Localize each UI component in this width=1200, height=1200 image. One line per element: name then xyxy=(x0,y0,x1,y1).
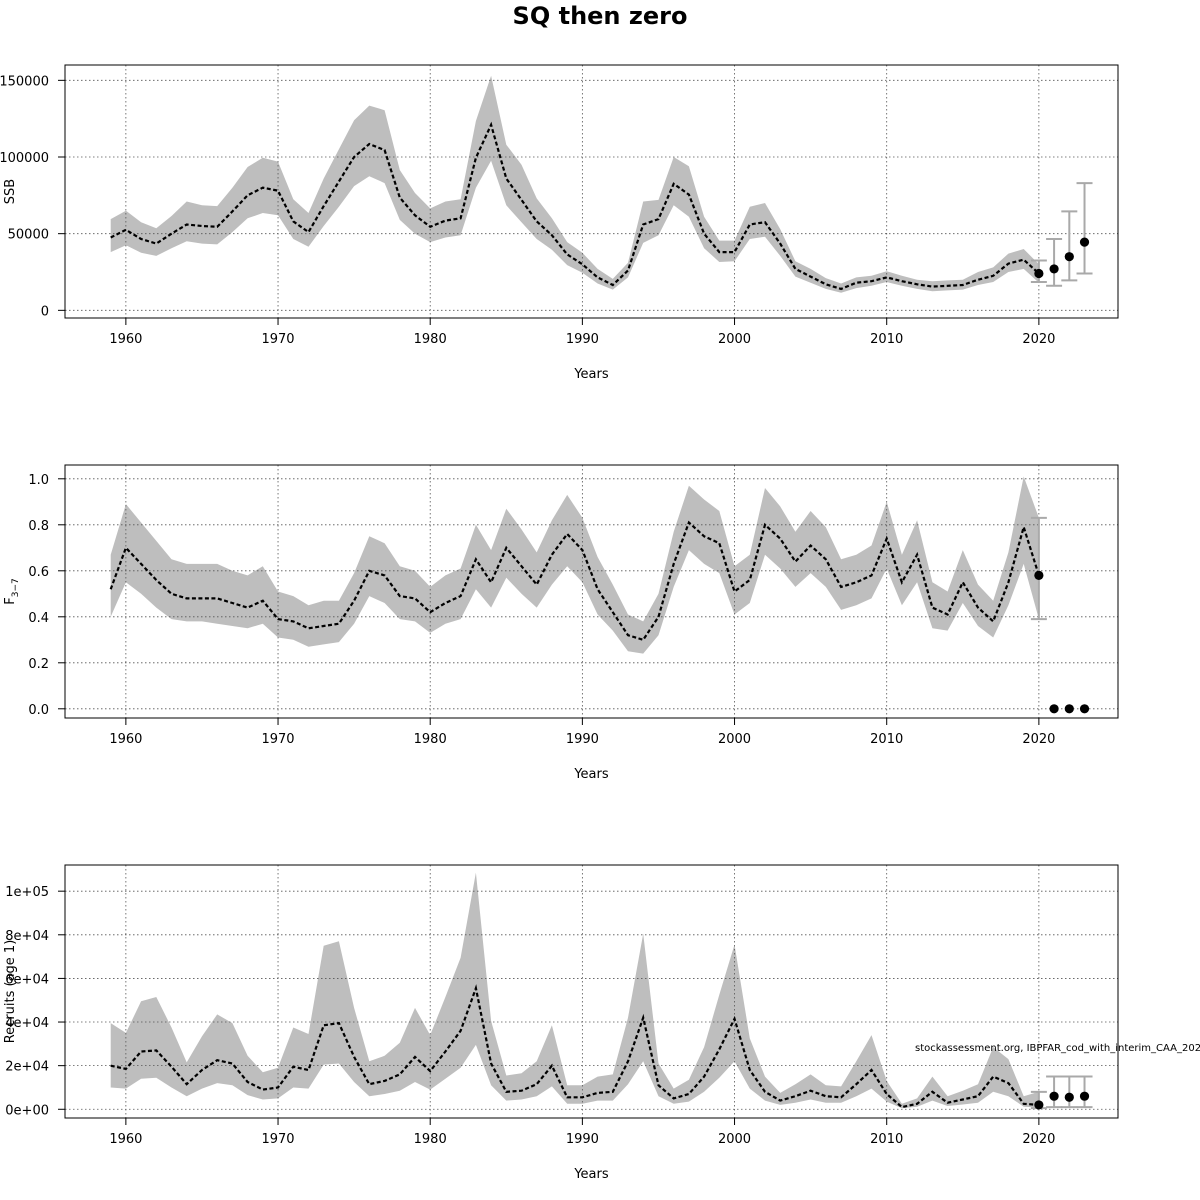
recruits-ytick-label: 8e+04 xyxy=(5,929,49,944)
recruits-projection-point-2021 xyxy=(1049,1091,1059,1101)
recruits-ytick-label: 2e+04 xyxy=(5,1060,49,1075)
recruits-panel: 1960 1970 1980 1990 2000 2010 2020 0e+00 2e+04 4e… xyxy=(3,864,1119,1182)
recruits-xtick-label: 1980 xyxy=(414,1132,447,1147)
ssb-projection-point-2022 xyxy=(1064,252,1074,262)
fbar-projection-point-2022 xyxy=(1064,704,1074,714)
fbar-panel: 1960 1970 1980 1990 2000 2010 2020 0.0 0.2 0.4 0.6… xyxy=(3,464,1119,782)
ssb-panel: 1960 1970 1980 1990 2000 2010 2020 0 50000 100000… xyxy=(0,64,1119,382)
fbar-ytick-label: 0.2 xyxy=(28,657,49,672)
recruits-y-axis-label: Recruits (age 1) xyxy=(3,940,18,1044)
recruits-projection-point-2023 xyxy=(1079,1091,1090,1101)
ssb-projection-point-2020 xyxy=(1034,268,1044,279)
fbar-xtick-label: 1990 xyxy=(566,732,599,747)
fbar-confidence-band xyxy=(110,476,1039,654)
fbar-xtick-label: 1960 xyxy=(109,732,142,747)
recruits-xtick-label: 2010 xyxy=(870,1132,903,1147)
fbar-estimate-line xyxy=(109,520,1040,642)
recruits-xtick-label: 2020 xyxy=(1022,1132,1055,1147)
fbar-xtick-label: 2000 xyxy=(718,732,751,747)
ssb-xtick-label: 1980 xyxy=(414,332,447,347)
ssb-plot-frame xyxy=(64,64,1119,319)
ssb-estimate-line xyxy=(110,121,1040,291)
ssb-xtick-label: 2000 xyxy=(718,332,751,347)
fbar-y-axis-label: F3−7 xyxy=(3,578,21,604)
recruits-x-axis-label: Years xyxy=(573,1167,609,1182)
fbar-projection-point-2021 xyxy=(1049,704,1059,714)
recruits-xtick-label: 2000 xyxy=(718,1132,751,1147)
ssb-ytick-label: 150000 xyxy=(0,74,49,89)
fbar-xtick-label: 2010 xyxy=(870,732,903,747)
ssb-projection-point-2021 xyxy=(1049,264,1059,274)
fbar-ytick-label: 0.4 xyxy=(28,611,49,626)
recruits-ytick-label: 1e+05 xyxy=(5,885,49,900)
recruits-plot-frame xyxy=(64,864,1119,1119)
ssb-ytick-label: 50000 xyxy=(8,228,49,243)
ssb-xtick-label: 1970 xyxy=(261,332,294,347)
recruits-projection-point-2020 xyxy=(1034,1100,1044,1110)
recruits-ytick-label: 0e+00 xyxy=(5,1103,49,1118)
fbar-ytick-label: 0.8 xyxy=(28,519,49,534)
ssb-x-axis-label: Years xyxy=(573,367,609,382)
recruits-xtick-label: 1970 xyxy=(261,1132,294,1147)
fbar-xtick-label: 1980 xyxy=(414,732,447,747)
recruits-estimate-line xyxy=(110,984,1039,1109)
recruits-projection-point-2022 xyxy=(1064,1092,1074,1102)
fbar-plot-frame xyxy=(64,464,1119,719)
recruits-confidence-band xyxy=(110,872,1039,1109)
ssb-y-axis-label: SSB xyxy=(3,179,18,204)
ssb-xtick-label: 2010 xyxy=(870,332,903,347)
ssb-xtick-label: 2020 xyxy=(1022,332,1055,347)
fbar-projection-point-2023 xyxy=(1079,704,1090,714)
ssb-xtick-label: 1990 xyxy=(566,332,599,347)
recruits-xtick-label: 1960 xyxy=(109,1132,142,1147)
recruits-ytick-label: 4e+04 xyxy=(5,1016,49,1031)
ssb-xtick-label: 1960 xyxy=(109,332,142,347)
fbar-xtick-label: 2020 xyxy=(1022,732,1055,747)
fbar-xtick-label: 1970 xyxy=(261,732,294,747)
ssb-projection-point-2023 xyxy=(1079,237,1090,247)
fbar-ytick-label: 1.0 xyxy=(28,473,49,488)
fbar-projection-point-2020 xyxy=(1034,570,1044,581)
credit-text: stockassessment.org, IBPFAR_cod_with_int… xyxy=(915,1043,1200,1054)
ssb-ytick-label: 100000 xyxy=(0,151,49,166)
fbar-x-axis-label: Years xyxy=(573,767,609,782)
recruits-xtick-label: 1990 xyxy=(566,1132,599,1147)
ssb-ytick-label: 0 xyxy=(41,304,49,319)
recruits-ytick-label: 6e+04 xyxy=(5,972,49,987)
fbar-ytick-label: 0.0 xyxy=(28,703,49,718)
chart-title: SQ then zero xyxy=(513,2,688,30)
fbar-ytick-label: 0.6 xyxy=(28,565,49,580)
ssb-confidence-band xyxy=(110,75,1039,293)
